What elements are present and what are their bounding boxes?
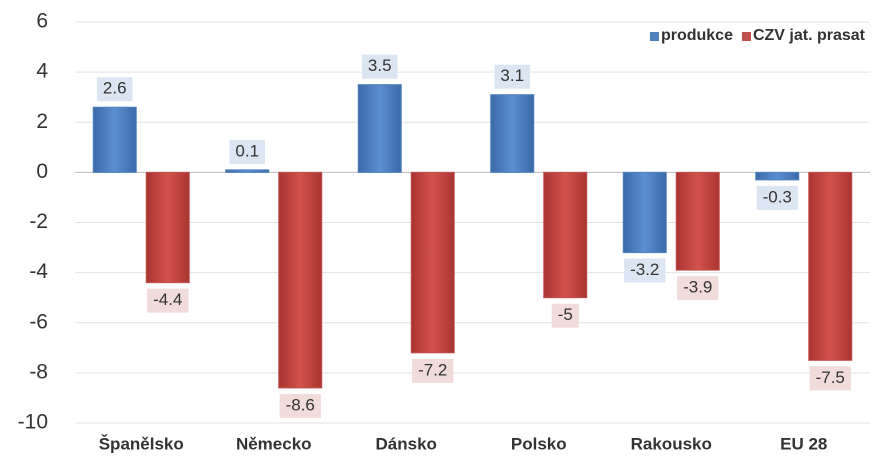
- value-label-bg: [756, 185, 798, 210]
- bar: [675, 171, 720, 271]
- value-label-bg: [494, 64, 531, 89]
- value-label: -5: [558, 305, 573, 324]
- value-label-bg: [412, 358, 454, 383]
- value-label: -3.2: [630, 260, 659, 279]
- y-tick-label: 2: [36, 110, 48, 133]
- legend-swatch: [741, 32, 751, 41]
- value-label-bg: [279, 393, 321, 418]
- value-label: -7.5: [816, 368, 845, 387]
- x-tick-label: Dánsko: [376, 434, 437, 453]
- bar: [490, 94, 535, 173]
- bar: [622, 171, 667, 254]
- value-label: -7.2: [418, 360, 447, 379]
- bar: [225, 169, 270, 173]
- value-label-bg: [361, 54, 398, 79]
- bar: [92, 106, 137, 173]
- y-tick-label: -8: [29, 360, 48, 383]
- legend-swatch: [649, 32, 659, 41]
- value-label-bg: [551, 303, 579, 328]
- y-tick-label: 4: [36, 60, 48, 83]
- legend-label: CZV jat. prasat: [753, 27, 866, 44]
- value-label-bg: [96, 77, 133, 102]
- value-label: 3.1: [500, 66, 524, 85]
- y-tick-label: -4: [29, 260, 48, 283]
- value-label: -4.4: [153, 290, 182, 309]
- value-label-bg: [677, 276, 719, 301]
- y-tick-label: 0: [36, 160, 48, 183]
- bar: [410, 171, 455, 354]
- bar: [808, 171, 853, 361]
- value-label: 3.5: [368, 56, 392, 75]
- legend-label: produkce: [661, 27, 733, 44]
- x-tick-label: Rakousko: [631, 434, 712, 453]
- x-tick-label: Německo: [236, 434, 312, 453]
- bar: [755, 171, 800, 181]
- value-label-bg: [809, 366, 851, 391]
- bar: [145, 171, 190, 284]
- value-label-bg: [229, 139, 266, 164]
- value-label: -8.6: [286, 395, 315, 414]
- value-label-bg: [624, 258, 666, 283]
- bar: [357, 84, 402, 173]
- value-label: -3.9: [683, 278, 712, 297]
- x-tick-label: EU 28: [780, 434, 827, 453]
- value-label: 2.6: [103, 79, 127, 98]
- value-label: -0.3: [763, 187, 792, 206]
- y-tick-label: -2: [29, 210, 48, 233]
- value-label-bg: [147, 288, 189, 313]
- x-tick-label: Španělsko: [99, 434, 184, 453]
- y-tick-label: -6: [29, 310, 48, 333]
- bar: [278, 171, 323, 389]
- x-tick-label: Polsko: [511, 434, 567, 453]
- y-tick-label: -10: [18, 411, 48, 434]
- value-label: 0.1: [235, 141, 259, 160]
- y-tick-label: 6: [36, 10, 48, 33]
- bar: [543, 171, 588, 299]
